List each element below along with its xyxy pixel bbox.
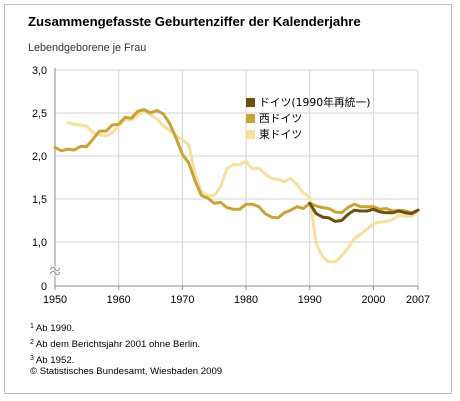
footnote-marker-3: 3 (30, 354, 34, 362)
legend-swatch-east-germany (246, 129, 255, 139)
legend-label-east-germany: 東ドイツ (259, 128, 303, 141)
x-tick-label-3: 1980 (234, 294, 258, 306)
series-line-germany (308, 201, 420, 223)
x-tick-label-4: 1990 (298, 294, 322, 306)
legend-label-west-germany: 西ドイツ (259, 112, 303, 125)
series-line-west-germany (53, 108, 420, 220)
x-tick-label-6: 2007 (406, 294, 430, 306)
y-tick-label-5: 3,0 (32, 65, 47, 77)
x-tick-label-1: 1960 (107, 294, 131, 306)
y-axis-label: Lebendgeborene je Frau (28, 42, 147, 54)
y-tick-label-0: 0 (41, 281, 47, 293)
series-line-east-germany (66, 109, 420, 264)
footnote-marker-1: 1 (30, 323, 34, 330)
footnote-2: 2 Ab dem Berichtsjahr 2001 ohne Berlin. (30, 336, 200, 352)
x-tick-label-2: 1970 (170, 294, 194, 306)
axes (49, 68, 419, 290)
source-credit: © Statistisches Bundesamt, Wiesbaden 200… (30, 366, 223, 377)
legend-item-east-germany: 東ドイツ (246, 126, 370, 142)
footnote-text-3: Ab 1952. (35, 354, 75, 366)
y-axis-break-mark (49, 266, 61, 276)
legend-label-germany: ドイツ(1990年再統一) (259, 96, 371, 109)
legend-swatch-germany (246, 97, 255, 107)
tick-labels: 0 1,0 1,5 2,0 2,5 3,0 1950 1960 1970 1980 1990 2000… (32, 65, 430, 306)
footnotes: 1 Ab 1990. 2 Ab dem Berichtsjahr 2001 ohne… (30, 320, 200, 367)
footnote-3: 3 Ab 1952. (30, 352, 200, 368)
footnote-1: 1 Ab 1990. (30, 320, 200, 336)
legend-swatch-west-germany (246, 113, 255, 123)
x-tick-label-0: 1950 (43, 294, 67, 306)
y-tick-label-4: 2,5 (32, 108, 47, 120)
legend: ドイツ(1990年再統一) 西ドイツ 東ドイツ (246, 94, 370, 142)
footnote-text-1: Ab 1990. (35, 323, 75, 334)
chart-title: Zusammengefasste Geburtenziffer der Kale… (28, 14, 361, 29)
legend-item-germany: ドイツ(1990年再統一) (246, 94, 370, 110)
footnote-marker-2: 2 (30, 338, 34, 346)
y-tick-label-2: 1,5 (32, 194, 47, 206)
y-tick-label-3: 2,0 (32, 151, 47, 163)
legend-item-west-germany: 西ドイツ (246, 110, 370, 126)
footnote-text-2: Ab dem Berichtsjahr 2001 ohne Berlin. (35, 338, 201, 350)
y-tick-label-1: 1,0 (32, 237, 47, 249)
x-tick-label-5: 2000 (361, 294, 385, 306)
series-lines (53, 108, 420, 264)
